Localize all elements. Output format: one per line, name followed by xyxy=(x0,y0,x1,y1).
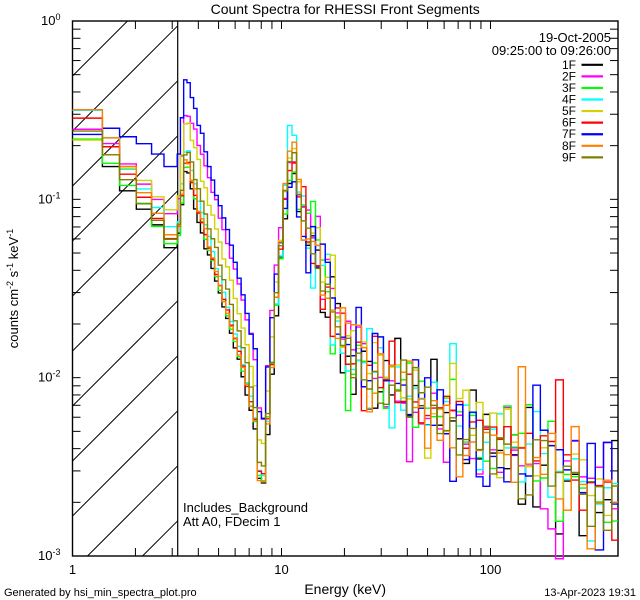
svg-text:9F: 9F xyxy=(562,150,576,164)
svg-text:Includes_Background: Includes_Background xyxy=(183,500,308,515)
svg-text:Att A0, FDecim 1: Att A0, FDecim 1 xyxy=(183,514,281,529)
svg-text:Generated by hsi_min_spectra_p: Generated by hsi_min_spectra_plot.pro xyxy=(4,587,197,599)
svg-text:10: 10 xyxy=(274,562,288,577)
svg-text:100: 100 xyxy=(480,562,502,577)
svg-text:09:25:00 to 09:26:00: 09:25:00 to 09:26:00 xyxy=(492,43,611,58)
svg-text:1: 1 xyxy=(69,562,76,577)
svg-text:13-Apr-2023 19:31: 13-Apr-2023 19:31 xyxy=(544,587,636,599)
svg-text:Count Spectra for RHESSI Front: Count Spectra for RHESSI Front Segments xyxy=(211,1,480,17)
svg-text:Energy (keV): Energy (keV) xyxy=(304,581,386,597)
